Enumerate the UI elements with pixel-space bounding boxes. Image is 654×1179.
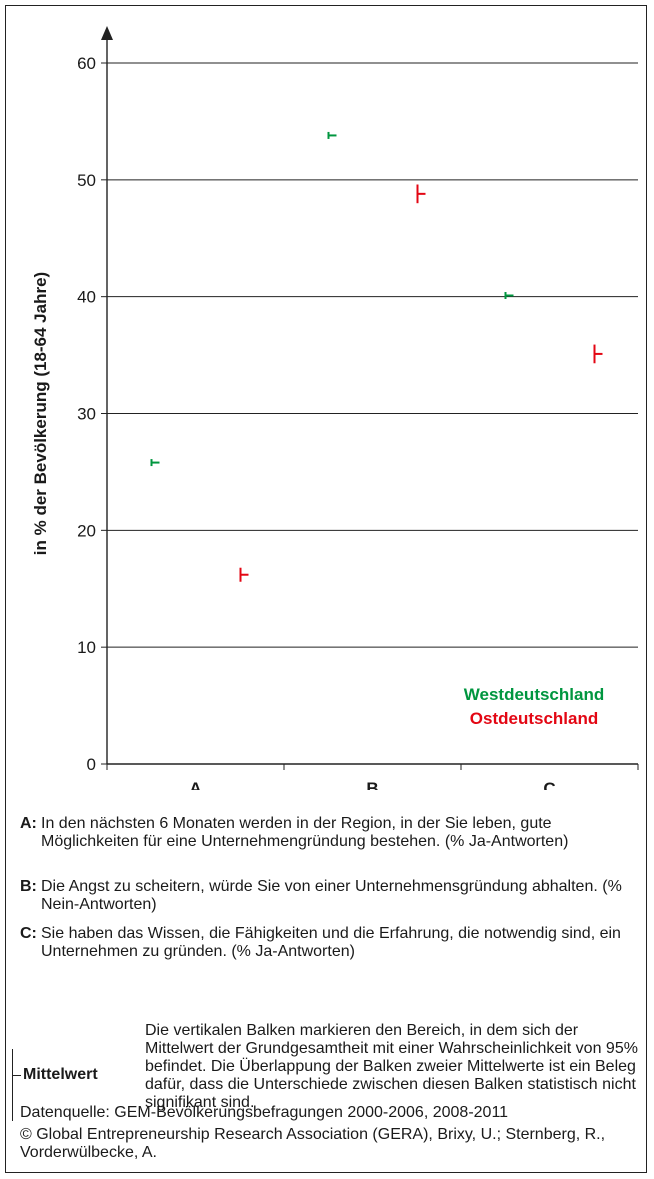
note-c: C: Sie haben das Wissen, die Fähigkeiten… (20, 925, 640, 961)
note-b-key: B: (20, 878, 37, 895)
legend-entry-0: Westdeutschland (464, 685, 604, 704)
note-a-text: In den nächsten 6 Monaten werden in der … (41, 815, 569, 850)
y-tick-label-0: 0 (87, 755, 96, 774)
source-note: Datenquelle: GEM-Bevölkerungsbefragungen… (20, 1104, 509, 1121)
note-a: A: In den nächsten 6 Monaten werden in d… (20, 815, 640, 851)
note-b: B: Die Angst zu scheitern, würde Sie von… (20, 878, 640, 914)
y-tick-label-6: 60 (77, 54, 96, 73)
x-category-label-b: B (366, 779, 378, 790)
y-tick-label-1: 10 (77, 638, 96, 657)
x-category-label-a: A (189, 779, 201, 790)
y-axis-arrow (101, 26, 113, 40)
legend-entry-1: Ostdeutschland (470, 709, 598, 728)
copyright-note: © Global Entrepreneurship Research Assoc… (20, 1126, 606, 1161)
y-axis-label: in % der Bevölkerung (18-64 Jahre) (31, 272, 50, 555)
x-category-label-c: C (543, 779, 555, 790)
mean-label: Mittelwert (23, 1066, 98, 1083)
figure-frame (5, 5, 647, 1173)
chart: 0 10 20 30 40 50 60 A B Cin % der Bevölkerung (18… (31, 26, 639, 790)
note-a-key: A: (20, 815, 37, 832)
note-c-text: Sie haben das Wissen, die Fähigkeiten un… (41, 925, 621, 960)
note-b-text: Die Angst zu scheitern, würde Sie von ei… (41, 878, 622, 913)
y-tick-label-4: 40 (77, 288, 96, 307)
note-c-key: C: (20, 925, 37, 942)
y-tick-label-5: 50 (77, 171, 96, 190)
y-tick-label-3: 30 (77, 405, 96, 424)
mean-explanation: Die vertikalen Balken markieren den Bere… (145, 1022, 638, 1111)
mean-interval-symbol (12, 1049, 13, 1121)
y-tick-label-2: 20 (77, 521, 96, 540)
mean-tick-symbol (12, 1075, 21, 1076)
